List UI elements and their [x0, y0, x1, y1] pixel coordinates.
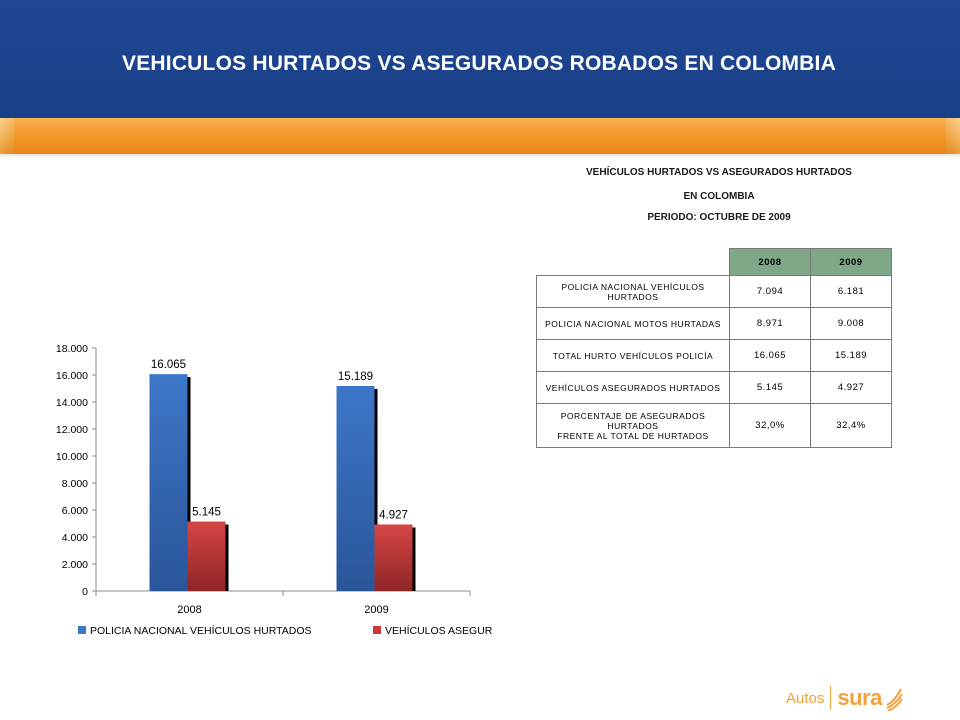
data-label: 15.189 — [338, 371, 373, 383]
y-tick-label: 4.000 — [62, 532, 88, 544]
chart-data-labels: 16.065 5.145 15.189 4.927 — [151, 359, 408, 521]
header-bar: VEHICULOS HURTADOS VS ASEGURADOS ROBADOS… — [0, 0, 960, 118]
bar-shadow — [225, 524, 229, 591]
bar-vehículos-2008 — [187, 521, 226, 591]
sura-wing-icon — [886, 688, 903, 711]
band-shadow — [0, 154, 960, 158]
table-row-label-line2: FRENTE AL TOTAL DE HURTADOS — [557, 430, 709, 441]
table-cell-2009: 6.181 — [810, 275, 892, 308]
table-title-line3: PERIODO: OCTUBRE DE 2009 — [647, 212, 791, 223]
y-tick-label: 2.000 — [62, 559, 88, 571]
chart-legend: POLICIA NACIONAL VEHÍCULOS HURTADOS VEHÍC… — [78, 624, 493, 637]
table-cell-2009: 9.008 — [810, 307, 892, 340]
y-tick-label: 16.000 — [56, 370, 88, 382]
table-row: POLICIA NACIONAL MOTOS HURTADAS 8.971 9.… — [536, 307, 892, 340]
y-tick-label: 12.000 — [56, 424, 88, 436]
table-cell-2008: 32,0% — [729, 403, 811, 448]
data-label: 5.145 — [192, 507, 221, 519]
table-header-2009: 2009 — [810, 248, 892, 276]
table-row-label: POLICIA NACIONAL MOTOS HURTADAS — [536, 307, 730, 340]
table-row: PORCENTAJE DE ASEGURADOS HURTADOS FRENTE… — [536, 403, 892, 448]
bar-policia-2008 — [149, 374, 188, 591]
table-header-blank — [537, 249, 730, 276]
table-header-2008: 2008 — [729, 248, 811, 276]
chart-bars — [149, 374, 416, 591]
bar-vehículos-2009 — [374, 524, 413, 591]
chart-axes: 0 2.000 4.000 6.000 8.000 10.000 12.000 14.000 1… — [56, 343, 471, 616]
legend-swatch — [373, 626, 381, 634]
y-tick-label: 14.000 — [56, 397, 88, 409]
table-cell-2009: 4.927 — [810, 371, 892, 404]
y-tick-label: 10.000 — [56, 451, 88, 463]
table-cell-2009: 32,4% — [810, 403, 892, 448]
table-cell-2008: 5.145 — [729, 371, 811, 404]
bar-chart: 0 2.000 4.000 6.000 8.000 10.000 12.000 14.000 1… — [56, 343, 493, 637]
table-row-label: TOTAL HURTO VEHÍCULOS POLICÍA — [536, 339, 730, 372]
table-row: VEHÍCULOS ASEGURADOS HURTADOS 5.145 4.92… — [536, 371, 892, 404]
bar-shadow — [412, 527, 416, 591]
orange-accent-band — [0, 118, 960, 154]
table-row: POLICIA NACIONAL VEHÍCULOS HURTADOS 7.09… — [536, 275, 892, 308]
table-cell-2008: 16.065 — [729, 339, 811, 372]
y-tick-label: 6.000 — [62, 505, 88, 517]
table-cell-2008: 7.094 — [729, 275, 811, 308]
table-row-label: POLICIA NACIONAL VEHÍCULOS HURTADOS — [536, 275, 730, 308]
table-row-label: PORCENTAJE DE ASEGURADOS HURTADOS FRENTE… — [536, 403, 730, 448]
bar-shadow — [187, 377, 191, 591]
logo-brand: sura — [837, 685, 882, 710]
bar-shadow — [374, 388, 378, 591]
y-tick-label: 0 — [82, 586, 88, 598]
table-title-line2: EN COLOMBIA — [683, 191, 755, 202]
table-title-line1: VEHÍCULOS HURTADOS VS ASEGURADOS HURTADO… — [586, 167, 852, 178]
legend-label: VEHÍCULOS ASEGUR — [385, 624, 493, 637]
logo-word: Autos — [786, 689, 825, 707]
bar-policia-2009 — [336, 385, 375, 591]
legend-swatch — [78, 626, 86, 634]
sura-logo: Autos sura — [786, 684, 903, 712]
table-cell-2008: 8.971 — [729, 307, 811, 340]
table-header-row: 2008 2009 — [537, 248, 892, 276]
page-title: VEHICULOS HURTADOS VS ASEGURADOS ROBADOS… — [122, 52, 836, 75]
legend-label: POLICIA NACIONAL VEHÍCULOS HURTADOS — [90, 624, 312, 637]
y-tick-label: 18.000 — [56, 343, 88, 355]
logo-divider — [830, 686, 832, 710]
data-label: 4.927 — [379, 509, 408, 521]
table-row-label: VEHÍCULOS ASEGURADOS HURTADOS — [536, 371, 730, 404]
data-label: 16.065 — [151, 359, 186, 371]
table-row: TOTAL HURTO VEHÍCULOS POLICÍA 16.065 15.… — [536, 339, 892, 372]
x-tick-label: 2009 — [364, 604, 388, 616]
table-cell-2009: 15.189 — [810, 339, 892, 372]
y-tick-label: 8.000 — [62, 478, 88, 490]
data-table: 2008 2009 POLICIA NACIONAL VEHÍCULOS HUR… — [536, 248, 892, 448]
x-tick-label: 2008 — [177, 604, 201, 616]
table-row-label-line1: PORCENTAJE DE ASEGURADOS HURTADOS — [560, 410, 706, 431]
